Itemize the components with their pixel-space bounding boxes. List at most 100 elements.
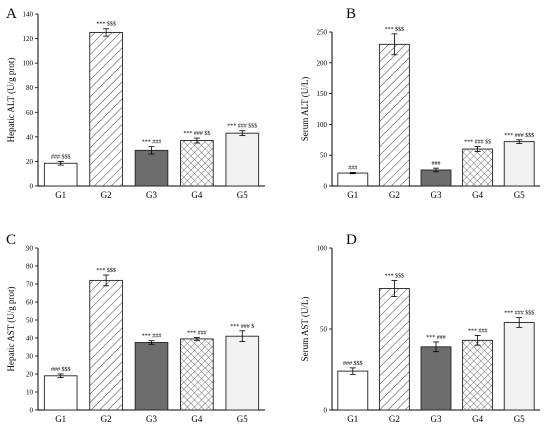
bar-g2 <box>378 43 410 187</box>
y-tick-label: 40 <box>26 133 34 141</box>
bar-g4 <box>462 148 494 187</box>
x-tick-label: G3 <box>431 414 442 424</box>
significance-label: *** ### $$$ <box>227 123 257 130</box>
bar-g4 <box>462 339 494 411</box>
x-tick-label: G1 <box>347 190 358 200</box>
y-tick-label: 70 <box>26 281 34 289</box>
panel-c: C 0 10 20 30 40 50 60 70 80 90 Hepatic AST (U/g pro… <box>6 232 265 424</box>
significance-label: *** ### <box>468 328 488 334</box>
x-tick-label: G4 <box>472 414 483 424</box>
significance-label: ### $$$ <box>51 366 71 373</box>
y-tick-label: 200 <box>317 59 328 67</box>
x-tick-label: G2 <box>389 414 400 424</box>
y-tick-label: 150 <box>317 90 328 98</box>
bar-g2 <box>378 288 410 411</box>
panel-letter: B <box>346 6 356 22</box>
significance-label: *** ### $$$ <box>504 310 534 317</box>
significance-label: *** ### $$ <box>464 139 491 146</box>
significance-label: *** ### <box>142 334 162 340</box>
bar-g3 <box>134 149 169 187</box>
y-tick-label: 120 <box>23 35 34 43</box>
panel-letter: A <box>6 6 17 22</box>
y-tick-label: 60 <box>26 299 34 307</box>
significance-label: ### $$$ <box>51 153 71 160</box>
y-tick-label: 0 <box>324 407 328 415</box>
y-tick-label: 140 <box>23 11 34 19</box>
y-tick-label: 50 <box>26 317 34 325</box>
panel-a: A 0 20 40 60 80 100 120 140 Hepatic ALT (U/g prot… <box>6 6 265 200</box>
y-tick-label: 20 <box>26 158 34 166</box>
y-tick-label: 250 <box>317 29 328 37</box>
bar-g5 <box>503 322 535 411</box>
significance-label: ### <box>348 165 357 171</box>
y-axis-title: Serum ALT (U/L) <box>300 77 310 142</box>
bar-g5 <box>225 335 260 411</box>
panel-d: D 0 50 100 Serum AST (U/L) ### $$$ G1 *** $$$ G2… <box>300 232 540 424</box>
y-tick-label: 40 <box>26 335 34 343</box>
y-tick-label: 20 <box>26 371 34 379</box>
x-tick-label: G5 <box>237 190 248 200</box>
significance-label: *** ### <box>142 140 162 146</box>
y-tick-label: 80 <box>26 84 34 92</box>
panel-b: B 0 50 100 150 200 250 Serum ALT (U/L) ### G1 *** … <box>300 6 540 200</box>
x-tick-label: G4 <box>472 190 483 200</box>
x-tick-label: G3 <box>431 190 442 200</box>
bar-g4 <box>180 140 214 187</box>
y-tick-label: 0 <box>324 183 328 191</box>
y-tick-label: 60 <box>26 109 34 117</box>
x-tick-label: G4 <box>191 414 202 424</box>
x-tick-label: G3 <box>146 414 157 424</box>
x-tick-label: G3 <box>146 190 157 200</box>
x-tick-label: G1 <box>347 414 358 424</box>
x-tick-label: G4 <box>191 190 202 200</box>
bar-g5 <box>225 132 260 187</box>
panel-letter: C <box>6 232 16 248</box>
significance-label: *** $$$ <box>96 267 116 274</box>
x-tick-label: G5 <box>237 414 248 424</box>
bar-g2 <box>89 31 123 187</box>
significance-label: *** ### $$$ <box>504 132 534 139</box>
bar-g2 <box>89 279 123 411</box>
y-tick-label: 0 <box>30 407 34 415</box>
x-tick-label: G5 <box>514 190 525 200</box>
bar-g1 <box>337 172 369 187</box>
bar-g3 <box>420 169 452 187</box>
bar-g1 <box>43 375 78 411</box>
significance-label: *** $$$ <box>96 21 116 28</box>
y-tick-label: 50 <box>320 152 328 160</box>
x-tick-label: G1 <box>55 414 66 424</box>
x-tick-label: G2 <box>389 190 400 200</box>
y-tick-label: 50 <box>320 326 328 334</box>
y-tick-label: 10 <box>26 389 34 397</box>
bar-g3 <box>420 346 452 411</box>
bar-g1 <box>43 162 78 187</box>
panel-letter: D <box>346 232 357 248</box>
bar-g4 <box>180 338 214 411</box>
x-tick-label: G1 <box>55 190 66 200</box>
bar-g3 <box>134 342 169 411</box>
significance-label: *** ### <box>187 330 207 336</box>
significance-label: ### $$$ <box>343 360 363 367</box>
y-tick-label: 80 <box>26 263 34 271</box>
y-axis-title: Hepatic AST (U/g prot) <box>6 286 16 371</box>
y-tick-label: 100 <box>317 245 328 253</box>
bar-g1 <box>337 370 369 411</box>
x-tick-label: G2 <box>101 414 112 424</box>
x-tick-label: G5 <box>514 414 525 424</box>
y-axis-title: Hepatic ALT (U/g prot) <box>6 58 16 143</box>
significance-label: *** $$$ <box>385 26 405 33</box>
x-tick-label: G2 <box>101 190 112 200</box>
y-tick-label: 100 <box>317 121 328 129</box>
y-tick-label: 0 <box>30 183 34 191</box>
y-tick-label: 90 <box>26 245 34 253</box>
bar-g5 <box>503 141 535 187</box>
significance-label: *** ### $$ <box>183 130 210 137</box>
significance-label: ### <box>432 161 441 167</box>
y-tick-label: 30 <box>26 353 34 361</box>
significance-label: *** ### $ <box>230 323 254 330</box>
significance-label: *** ### <box>426 335 446 341</box>
significance-label: *** $$$ <box>385 272 405 279</box>
y-axis-title: Serum AST (U/L) <box>300 297 310 362</box>
y-tick-label: 100 <box>23 60 34 68</box>
